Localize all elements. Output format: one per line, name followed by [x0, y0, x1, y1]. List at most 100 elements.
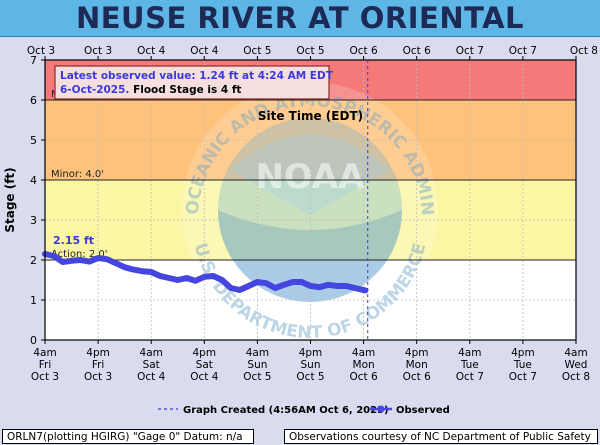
top-tick-label: Oct 4: [190, 45, 218, 57]
bottom-tick-label: 4pm: [405, 347, 429, 359]
observed-point: [290, 279, 295, 285]
seal-gull: [230, 135, 390, 215]
bottom-tick-label: Sun: [301, 359, 321, 371]
top-tick-label: Oct 6: [350, 45, 378, 57]
observed-point: [166, 275, 172, 281]
y-tick-label: 2: [30, 254, 37, 267]
observed-point: [308, 283, 313, 289]
bottom-tick-label: Tue: [460, 359, 479, 371]
observed-point: [334, 283, 340, 289]
observed-point: [78, 257, 83, 263]
observed-point: [184, 275, 189, 281]
observed-point: [299, 279, 304, 285]
y-tick-label: 6: [30, 94, 37, 107]
y-tick-label: 0: [30, 334, 37, 347]
top-tick-label: Oct 6: [403, 45, 431, 57]
observed-point: [352, 285, 357, 291]
bottom-tick-label: Tue: [513, 359, 532, 371]
bottom-tick-label: Oct 3: [84, 371, 112, 383]
bottom-tick-label: Sat: [196, 359, 213, 371]
bottom-tick-label: 4pm: [193, 347, 217, 359]
stage-label: Minor: 4.0': [51, 169, 104, 180]
observed-point: [51, 253, 57, 259]
title-bar: [0, 0, 600, 37]
y-tick-label: 7: [30, 54, 37, 67]
seal-inner-disc: [218, 118, 402, 302]
observed-point: [246, 283, 251, 289]
top-tick-label: Oct 8: [570, 45, 598, 57]
bottom-tick-label: Oct 6: [403, 371, 431, 383]
legend: Graph Created (4:56AM Oct 6, 2025) Observ…: [158, 405, 450, 416]
annotations: 2.15 ft Latest observed value: 1.24 ft at…: [53, 60, 369, 340]
page-title: NEUSE RIVER AT ORIENTAL: [75, 1, 525, 35]
observed-point: [149, 269, 154, 275]
observed-point: [87, 259, 92, 264]
bottom-tick-label: Wed: [565, 359, 588, 371]
bottom-tick-label: 4am: [246, 347, 269, 359]
stage-label: Action: 2.0': [51, 249, 108, 260]
bottom-tick-label: Oct 3: [31, 371, 59, 383]
latest-value-line2: 6-Oct-2025. Flood Stage is 4 ft: [60, 84, 241, 96]
observed-point: [210, 273, 216, 279]
observed-point: [317, 285, 322, 290]
bottom-tick-label: 4pm: [299, 347, 323, 359]
hydrograph-chart: NOAANATIONAL OCEANIC AND ATMOSPHERIC ADM…: [0, 36, 598, 416]
bottom-tick-label: Oct 5: [243, 371, 271, 383]
bottom-tick-label: Mon: [406, 359, 428, 371]
bottom-tick-label: Fri: [92, 359, 105, 371]
observed-series: [42, 251, 369, 294]
top-tick-label: Oct 4: [137, 45, 165, 57]
observed-point: [255, 279, 260, 285]
observed-point: [69, 258, 74, 263]
y-tick-label: 5: [30, 134, 37, 147]
latest-value-line1: Latest observed value: 1.24 ft at 4:24 A…: [60, 70, 334, 82]
bottom-tick-label: Oct 7: [509, 371, 537, 383]
observed-point: [131, 267, 136, 272]
bottom-tick-label: Oct 7: [456, 371, 484, 383]
observed-point: [219, 277, 225, 283]
y-tick-label: 1: [30, 294, 37, 307]
bottom-tick-label: 4am: [140, 347, 163, 359]
observed-point: [326, 282, 331, 287]
bottom-tick-label: Oct 5: [296, 371, 324, 383]
observed-point: [272, 285, 278, 291]
first-value-label: 2.15 ft: [53, 234, 94, 247]
legend-graph-created-label: Graph Created (4:56AM Oct 6, 2025): [183, 405, 389, 416]
top-tick-label: Oct 5: [296, 45, 324, 57]
observed-point: [237, 287, 242, 293]
observed-point: [175, 277, 180, 283]
observed-point: [343, 283, 349, 289]
observed-point: [228, 285, 234, 291]
observed-point: [264, 281, 269, 286]
y-tick-label: 3: [30, 214, 37, 227]
bottom-tick-label: Oct 6: [350, 371, 378, 383]
legend-observed-swatch-dot: [377, 405, 385, 413]
seal-outer-ring: [182, 82, 438, 338]
bottom-tick-label: Oct 4: [190, 371, 218, 383]
observed-point: [140, 269, 145, 274]
top-tick-label: Oct 5: [243, 45, 271, 57]
bottom-tick-label: Sat: [143, 359, 160, 371]
bottom-tick-label: 4am: [564, 347, 587, 359]
x-axis-title: Site Time (EDT): [258, 109, 363, 123]
bottom-tick-label: 4am: [33, 347, 56, 359]
top-tick-label: Oct 7: [509, 45, 537, 57]
observed-point: [60, 259, 65, 265]
observed-point: [202, 274, 207, 279]
bottom-tick-label: Oct 4: [137, 371, 165, 383]
observed-point: [104, 257, 110, 262]
bottom-tick-label: 4pm: [86, 347, 110, 359]
top-tick-label: Oct 3: [27, 45, 55, 57]
observed-point: [95, 255, 101, 261]
observed-point: [122, 265, 127, 270]
bottom-tick-label: Fri: [39, 359, 52, 371]
legend-observed-label: Observed: [396, 405, 450, 416]
bottom-tick-label: 4am: [458, 347, 481, 359]
observations-credit: Observations courtesy of NC Department o…: [284, 429, 598, 444]
observed-point: [157, 273, 163, 279]
observed-point: [193, 278, 198, 283]
top-tick-label: Oct 7: [456, 45, 484, 57]
observed-point: [281, 282, 287, 287]
observed-point: [363, 288, 368, 293]
flood-stage-note: Flood Stage is 4 ft: [133, 84, 241, 96]
